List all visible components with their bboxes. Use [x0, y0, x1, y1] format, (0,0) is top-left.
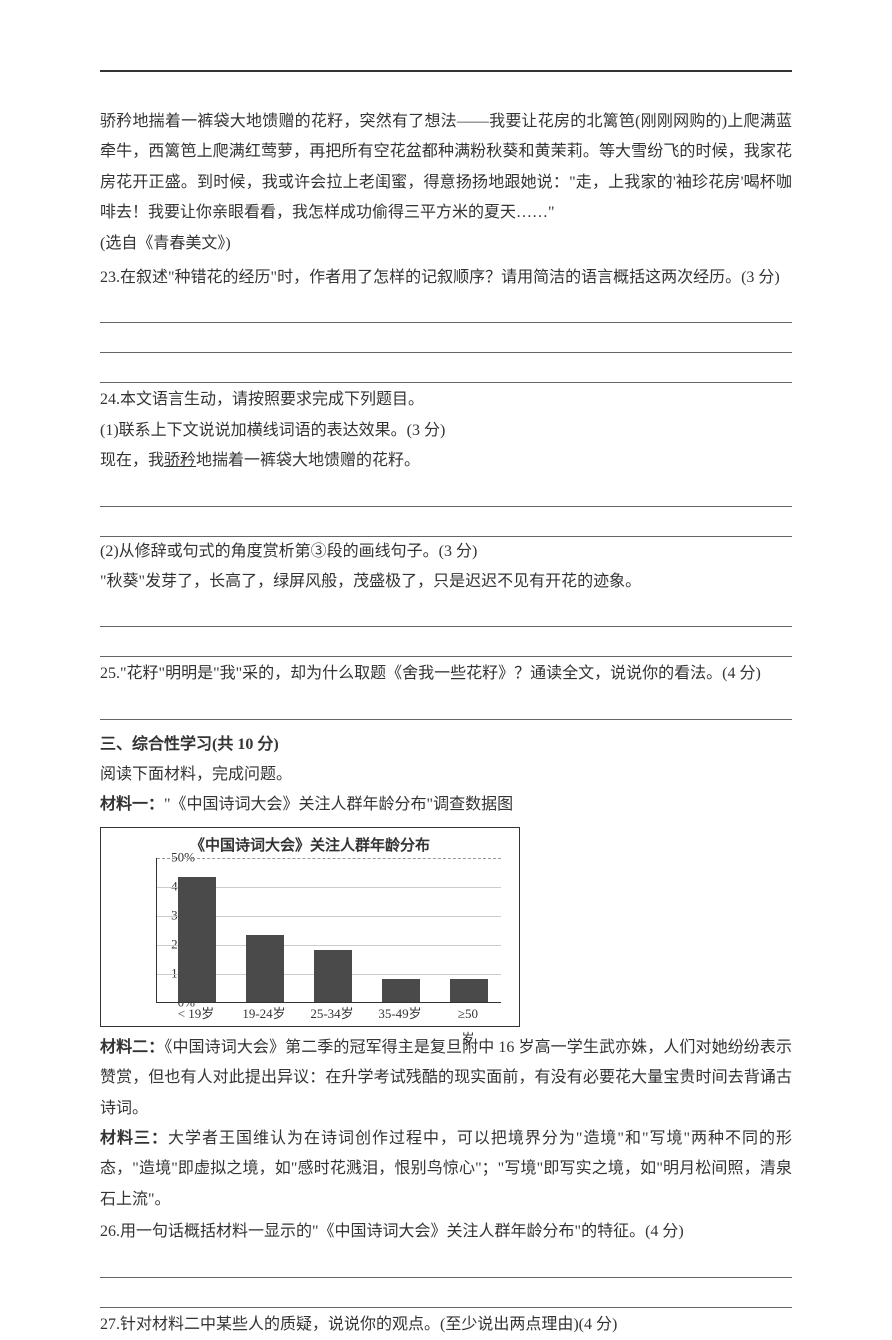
chart-plot-area: 0%10%20%30%40%50% [156, 858, 501, 1003]
material-2-label: 材料二： [100, 1039, 164, 1056]
question-23: 23.在叙述"种错花的经历"时，作者用了怎样的记叙顺序？请用简洁的语言概括这两次… [100, 263, 792, 293]
source-citation: (选自《青春美文》) [100, 229, 792, 259]
q24-sub1-post: 地揣着一裤袋大地馈赠的花籽。 [196, 452, 420, 469]
x-tick-label: ≥50岁 [452, 1002, 485, 1051]
x-axis-labels: < 19岁19-24岁25-34岁35-49岁≥50岁 [156, 1002, 501, 1024]
answer-line[interactable] [100, 357, 792, 383]
answer-line[interactable] [100, 297, 792, 323]
chart-bar [382, 979, 420, 1002]
answer-line[interactable] [100, 601, 792, 627]
material-3-label: 材料三： [100, 1130, 168, 1147]
answer-line[interactable] [100, 327, 792, 353]
x-tick-label: 19-24岁 [242, 1002, 285, 1027]
chart-bar [450, 979, 488, 1002]
material-1: 材料一："《中国诗词大会》关注人群年龄分布"调查数据图 [100, 790, 792, 820]
question-24-sub2-sentence: "秋葵"发芽了，长高了，绿屏风般，茂盛极了，只是迟迟不见有开花的迹象。 [100, 567, 792, 597]
answer-line[interactable] [100, 511, 792, 537]
question-26: 26.用一句话概括材料一显示的"《中国诗词大会》关注人群年龄分布"的特征。(4 … [100, 1217, 792, 1247]
q24-sub1-underlined: 骄矜 [164, 452, 196, 469]
intro-paragraph: 骄矜地揣着一裤袋大地馈赠的花籽，突然有了想法——我要让花房的北篱笆(刚刚网购的)… [100, 107, 792, 229]
answer-line[interactable] [100, 631, 792, 657]
question-24-sub1-sentence: 现在，我骄矜地揣着一裤袋大地馈赠的花籽。 [100, 446, 792, 476]
question-24-sub2-label: (2)从修辞或句式的角度赏析第③段的画线句子。(3 分) [100, 537, 792, 567]
section-3-instruction: 阅读下面材料，完成问题。 [100, 760, 792, 790]
answer-line[interactable] [100, 694, 792, 720]
x-tick-label: 35-49岁 [378, 1002, 421, 1027]
chart-bar [246, 935, 284, 1002]
question-24-sub1-label: (1)联系上下文说说加横线词语的表达效果。(3 分) [100, 416, 792, 446]
x-tick-label: < 19岁 [178, 1002, 215, 1027]
answer-line[interactable] [100, 1282, 792, 1308]
material-1-label: 材料一： [100, 796, 164, 813]
chart-bar [178, 877, 216, 1002]
top-rule [100, 70, 792, 72]
answer-line[interactable] [100, 481, 792, 507]
material-2: 材料二：《中国诗词大会》第二季的冠军得主是复旦附中 16 岁高一学生武亦姝，人们… [100, 1033, 792, 1124]
q24-sub1-pre: 现在，我 [100, 452, 164, 469]
grid-line [157, 858, 501, 859]
material-2-text: 《中国诗词大会》第二季的冠军得主是复旦附中 16 岁高一学生武亦姝，人们对她纷纷… [100, 1039, 792, 1117]
question-24-lead: 24.本文语言生动，请按照要求完成下列题目。 [100, 385, 792, 415]
answer-line[interactable] [100, 1252, 792, 1278]
section-3-title: 三、综合性学习(共 10 分) [100, 730, 792, 760]
chart-bar [314, 950, 352, 1002]
chart-title: 《中国诗词大会》关注人群年龄分布 [101, 828, 519, 861]
plot [156, 858, 501, 1003]
material-3: 材料三：大学者王国维认为在诗词创作过程中，可以把境界分为"造境"和"写境"两种不… [100, 1124, 792, 1215]
question-25: 25."花籽"明明是"我"采的，却为什么取题《舍我一些花籽》？通读全文，说说你的… [100, 659, 792, 689]
question-27: 27.针对材料二中某些人的质疑，说说你的观点。(至少说出两点理由)(4 分) [100, 1310, 792, 1340]
material-3-text: 大学者王国维认为在诗词创作过程中，可以把境界分为"造境"和"写境"两种不同的形态… [100, 1130, 792, 1208]
material-1-text: "《中国诗词大会》关注人群年龄分布"调查数据图 [164, 796, 513, 813]
x-tick-label: 25-34岁 [310, 1002, 353, 1027]
age-distribution-chart: 《中国诗词大会》关注人群年龄分布 0%10%20%30%40%50% < 19岁… [100, 827, 520, 1027]
